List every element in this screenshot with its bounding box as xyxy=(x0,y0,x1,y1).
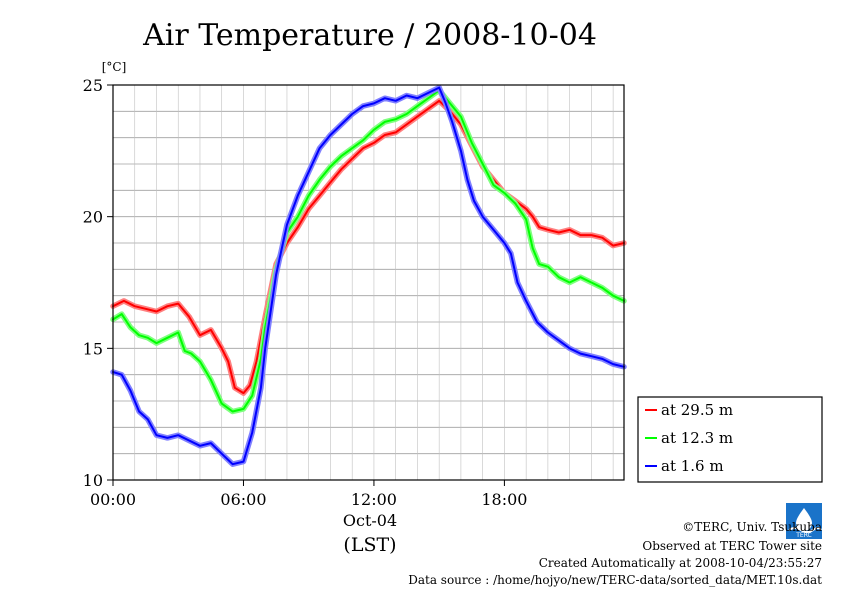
series-line-2 xyxy=(112,86,625,466)
legend-box xyxy=(637,396,823,483)
chart-title: Air Temperature / 2008-10-04 xyxy=(142,18,597,53)
y-tick-label: 25 xyxy=(83,76,103,95)
legend-label-0: at 29.5 m xyxy=(661,401,733,419)
y-tick-label: 10 xyxy=(83,471,103,490)
legend-label-1: at 12.3 m xyxy=(661,429,733,447)
plot-frame xyxy=(112,84,625,481)
terc-logo: TERC xyxy=(786,503,822,539)
x-tick-label: 12:00 xyxy=(351,490,397,509)
y-axis-unit: [°C] xyxy=(102,60,127,74)
drop-icon xyxy=(796,508,812,531)
legend-label-2: at 1.6 m xyxy=(661,457,724,475)
observed-text: Observed at TERC Tower site xyxy=(642,539,822,553)
y-tick-label: 15 xyxy=(83,339,103,358)
created-text: Created Automatically at 2008-10-04/23:5… xyxy=(539,556,822,570)
copyright-text: ©TERC, Univ. Tsukuba xyxy=(682,520,822,534)
series-line-0 xyxy=(112,99,625,395)
terc-logo-text: TERC xyxy=(795,532,812,539)
y-axis: 10 15 20 25 xyxy=(83,76,113,490)
x-axis-label: (LST) xyxy=(343,534,396,556)
x-axis: 00:00 06:00 12:00 18:00 xyxy=(90,480,527,509)
wave-icon xyxy=(788,527,822,533)
series-line-1 xyxy=(112,89,625,413)
series-layer xyxy=(110,84,627,467)
x-tick-label: 06:00 xyxy=(220,490,266,509)
x-tick-label: 18:00 xyxy=(481,490,527,509)
date-label: Oct-04 xyxy=(343,511,397,530)
y-tick-label: 20 xyxy=(83,208,103,227)
source-text: Data source : /home/hojyo/new/TERC-data/… xyxy=(408,573,822,587)
series-band-1 xyxy=(110,87,627,415)
legend: at 29.5 m at 12.3 m at 1.6 m xyxy=(637,396,823,483)
x-tick-label: 00:00 xyxy=(90,490,136,509)
